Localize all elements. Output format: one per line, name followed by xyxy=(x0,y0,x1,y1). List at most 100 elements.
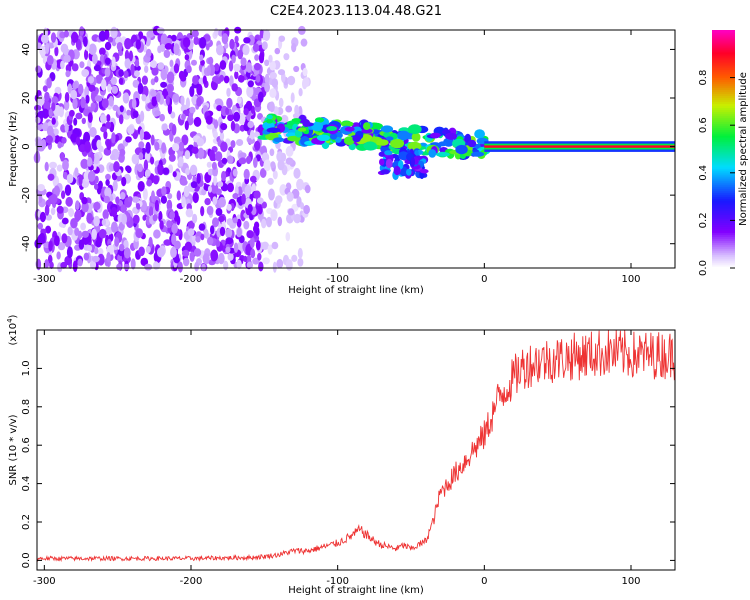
heatmap-cell xyxy=(45,225,52,234)
heatmap-cell xyxy=(56,164,63,172)
heatmap-cell xyxy=(48,240,53,252)
figure-title: C2E4.2023.113.04.48.G21 xyxy=(270,4,442,19)
heatmap-cell xyxy=(435,152,450,157)
heatmap-cell xyxy=(258,91,264,103)
colorbar-band xyxy=(712,145,735,148)
heatmap-cell xyxy=(254,54,260,61)
heatmap-cell xyxy=(37,95,45,106)
heatmap-cell xyxy=(133,70,140,77)
heatmap-cell xyxy=(266,119,274,124)
heatmap-cell xyxy=(87,112,93,123)
heatmap-cell xyxy=(228,60,234,72)
heatmap-cell xyxy=(142,188,148,201)
heatmap-cell xyxy=(185,97,190,109)
heatmap-cell xyxy=(471,151,485,157)
heatmap-cell xyxy=(218,215,225,222)
heatmap-cell xyxy=(48,108,53,118)
heatmap-cell xyxy=(208,56,214,66)
heatmap-cell xyxy=(285,157,294,165)
colorbar-band xyxy=(712,242,735,245)
heatmap-cell xyxy=(83,131,91,144)
colorbar-band xyxy=(712,158,735,162)
heatmap-cell xyxy=(384,150,393,156)
colorbar-tick-label: 0.0 xyxy=(698,260,709,276)
heatmap-cell xyxy=(84,86,90,98)
heatmap-cell xyxy=(236,218,242,228)
heatmap-cell xyxy=(144,65,149,73)
heatmap-cell xyxy=(143,159,149,172)
y-tick-label: 0.8 xyxy=(21,399,32,415)
heatmap-cell xyxy=(107,83,112,93)
heatmap-cell xyxy=(212,217,219,228)
heatmap-cell xyxy=(112,104,119,111)
heatmap-cell xyxy=(398,151,409,161)
heatmap-cell xyxy=(229,38,235,50)
heatmap-cell xyxy=(65,70,71,78)
heatmap-cell xyxy=(200,59,205,66)
heatmap-cell xyxy=(363,141,377,151)
colorbar-band xyxy=(712,95,735,99)
heatmap-cell xyxy=(157,62,165,70)
heatmap-cell xyxy=(107,36,113,43)
heatmap-cell xyxy=(141,75,148,85)
heatmap-cell xyxy=(238,157,247,165)
heatmap-cell xyxy=(61,190,66,199)
heatmap-cell xyxy=(329,133,338,140)
heatmap-cell xyxy=(150,78,156,86)
heatmap-cell xyxy=(71,31,79,43)
heatmap-cell xyxy=(49,161,57,169)
colorbar-band xyxy=(712,214,735,218)
heatmap-cell xyxy=(138,141,145,149)
colorbar-band xyxy=(712,109,735,112)
heatmap-cell xyxy=(214,98,223,105)
heatmap-cell xyxy=(261,218,267,229)
heatmap-cell xyxy=(225,246,231,253)
colorbar-band xyxy=(712,204,735,208)
heatmap-cell xyxy=(380,125,394,133)
heatmap-cell xyxy=(273,137,285,143)
colorbar-tick-label: 0.8 xyxy=(698,70,709,86)
heatmap-cell xyxy=(385,158,393,169)
heatmap-frame xyxy=(36,29,676,269)
heatmap-cell xyxy=(74,227,80,236)
heatmap-cell xyxy=(230,120,236,132)
heatmap-cell xyxy=(411,132,421,142)
heatmap-cell xyxy=(291,254,298,262)
heatmap-cell xyxy=(151,67,159,76)
heatmap-cell xyxy=(214,27,219,37)
heatmap-cell xyxy=(157,45,162,54)
heatmap-cell xyxy=(419,169,429,174)
heatmap-cell xyxy=(185,208,194,218)
heatmap-cell xyxy=(128,50,133,62)
heatmap-cell xyxy=(63,54,71,63)
heatmap-cell xyxy=(207,236,214,246)
heatmap-cell xyxy=(72,81,78,91)
heatmap-cell xyxy=(83,252,90,261)
heatmap-cell xyxy=(42,85,48,92)
colorbar-band xyxy=(712,240,735,243)
heatmap-cell xyxy=(276,258,284,269)
heatmap-cell xyxy=(54,86,62,95)
heatmap-cell xyxy=(226,97,233,109)
heatmap-cell xyxy=(203,228,209,239)
heatmap-cell xyxy=(130,258,136,270)
heatmap-cell xyxy=(170,34,177,42)
heatmap-cell xyxy=(140,110,145,123)
colorbar-band xyxy=(712,226,735,229)
heatmap-cell xyxy=(80,222,86,231)
heatmap-cell xyxy=(145,246,151,254)
y-tick-label: 1.0 xyxy=(21,360,32,376)
colorbar-band xyxy=(712,262,735,265)
heatmap-cell xyxy=(226,203,232,211)
heatmap-cell xyxy=(277,69,286,76)
heatmap-cell xyxy=(123,263,130,271)
heatmap-cell xyxy=(111,132,116,144)
x-tick-label: -300 xyxy=(33,274,56,285)
heatmap-cell xyxy=(192,213,198,224)
heatmap-cell xyxy=(278,97,284,108)
heatmap-cell xyxy=(213,175,218,186)
heatmap-cell xyxy=(430,132,441,138)
heatmap-cell xyxy=(168,85,173,98)
colorbar-tick-label: 0.4 xyxy=(698,165,709,181)
colorbar-band xyxy=(712,111,735,114)
